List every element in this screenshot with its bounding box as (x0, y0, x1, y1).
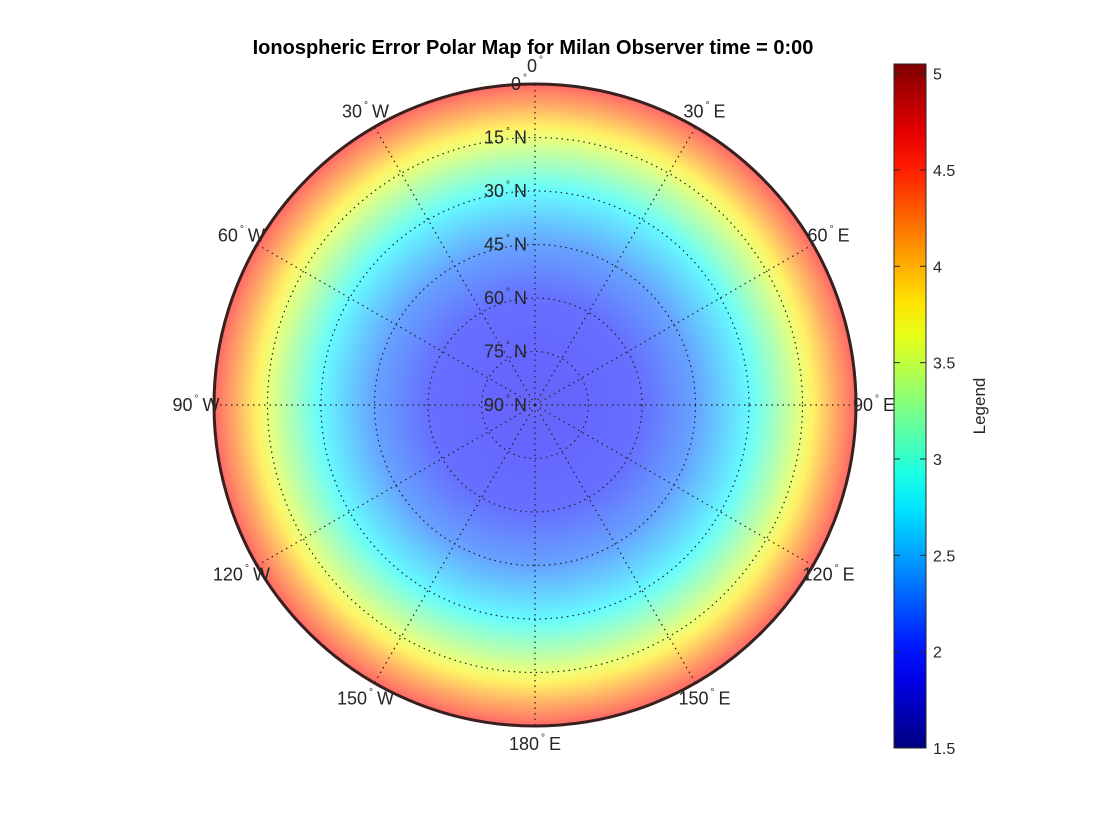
map-frame (212, 82, 858, 728)
meridian-line (373, 126, 536, 406)
latitude-label: 90 ° N (484, 394, 527, 415)
colorbar-tick-label: 1.5 (933, 741, 955, 758)
colorbar-tick-label: 3 (933, 452, 942, 469)
meridian-line (373, 404, 536, 684)
grid-lines (214, 84, 856, 726)
chart-title: Ionospheric Error Polar Map for Milan Ob… (253, 37, 814, 59)
meridian-line (256, 243, 536, 406)
meridian-line (534, 126, 697, 406)
lat-grid-circle (480, 350, 590, 460)
colorbar-tick-label: 4.5 (933, 163, 955, 180)
colorbar-tick-label: 5 (933, 67, 942, 84)
colorbar-tick-label: 3.5 (933, 356, 955, 373)
colorbar-tick-label: 2 (933, 645, 942, 662)
polar-map: 0 ° 15 ° N 30 ° N 45 ° N 60 ° N 75 ° N 90 ° N 180 ° E 150 ° E 120… (172, 55, 895, 754)
lat-grid-circle (266, 136, 804, 674)
longitude-label: 120 ° W (213, 564, 270, 585)
colorbar-bar (893, 63, 927, 749)
latitude-label: 45 ° N (484, 234, 527, 255)
longitude-label: 30 ° W (342, 100, 389, 121)
latitude-label: 60 ° N (484, 287, 527, 308)
colorbar: 1.5 2 2.5 3 3.5 4 4.5 5 Legend (893, 63, 989, 758)
colorbar-ticks: 1.5 2 2.5 3 3.5 4 4.5 5 (894, 67, 955, 758)
colorbar-tick-label: 4 (933, 259, 942, 276)
meridian-line (256, 404, 536, 567)
longitude-label: 90 ° W (172, 394, 219, 415)
longitude-label: 180 ° E (509, 733, 561, 754)
latitude-label: 75 ° N (484, 341, 527, 362)
latitude-label: 0 ° (511, 73, 527, 94)
lat-grid-circle (320, 190, 750, 620)
colorbar-tick-label: 2.5 (933, 548, 955, 565)
longitude-label: 0 ° (527, 55, 543, 76)
longitude-label: 120 ° E (803, 564, 855, 585)
longitude-labels: 180 ° E 150 ° E 120 ° E 90 ° E 60 ° E 30 ° E 0 ° 30 ° W 60 ° W 90 °… (172, 55, 895, 754)
longitude-label: 150 ° E (678, 688, 730, 709)
meridian-line (534, 404, 814, 567)
meridian-line (534, 404, 697, 684)
latitude-labels: 0 ° 15 ° N 30 ° N 45 ° N 60 ° N 75 ° N 90 ° N (484, 73, 527, 415)
meridian-line (534, 243, 814, 406)
longitude-label: 60 ° W (218, 225, 265, 246)
longitude-label: 30 ° E (683, 100, 725, 121)
longitude-label: 90 ° E (853, 394, 895, 415)
latitude-label: 15 ° N (484, 127, 527, 148)
longitude-label: 150 ° W (337, 688, 394, 709)
lat-grid-circle (427, 297, 643, 513)
colorbar-label: Legend (970, 378, 989, 435)
longitude-label: 60 ° E (808, 225, 850, 246)
latitude-label: 30 ° N (484, 180, 527, 201)
